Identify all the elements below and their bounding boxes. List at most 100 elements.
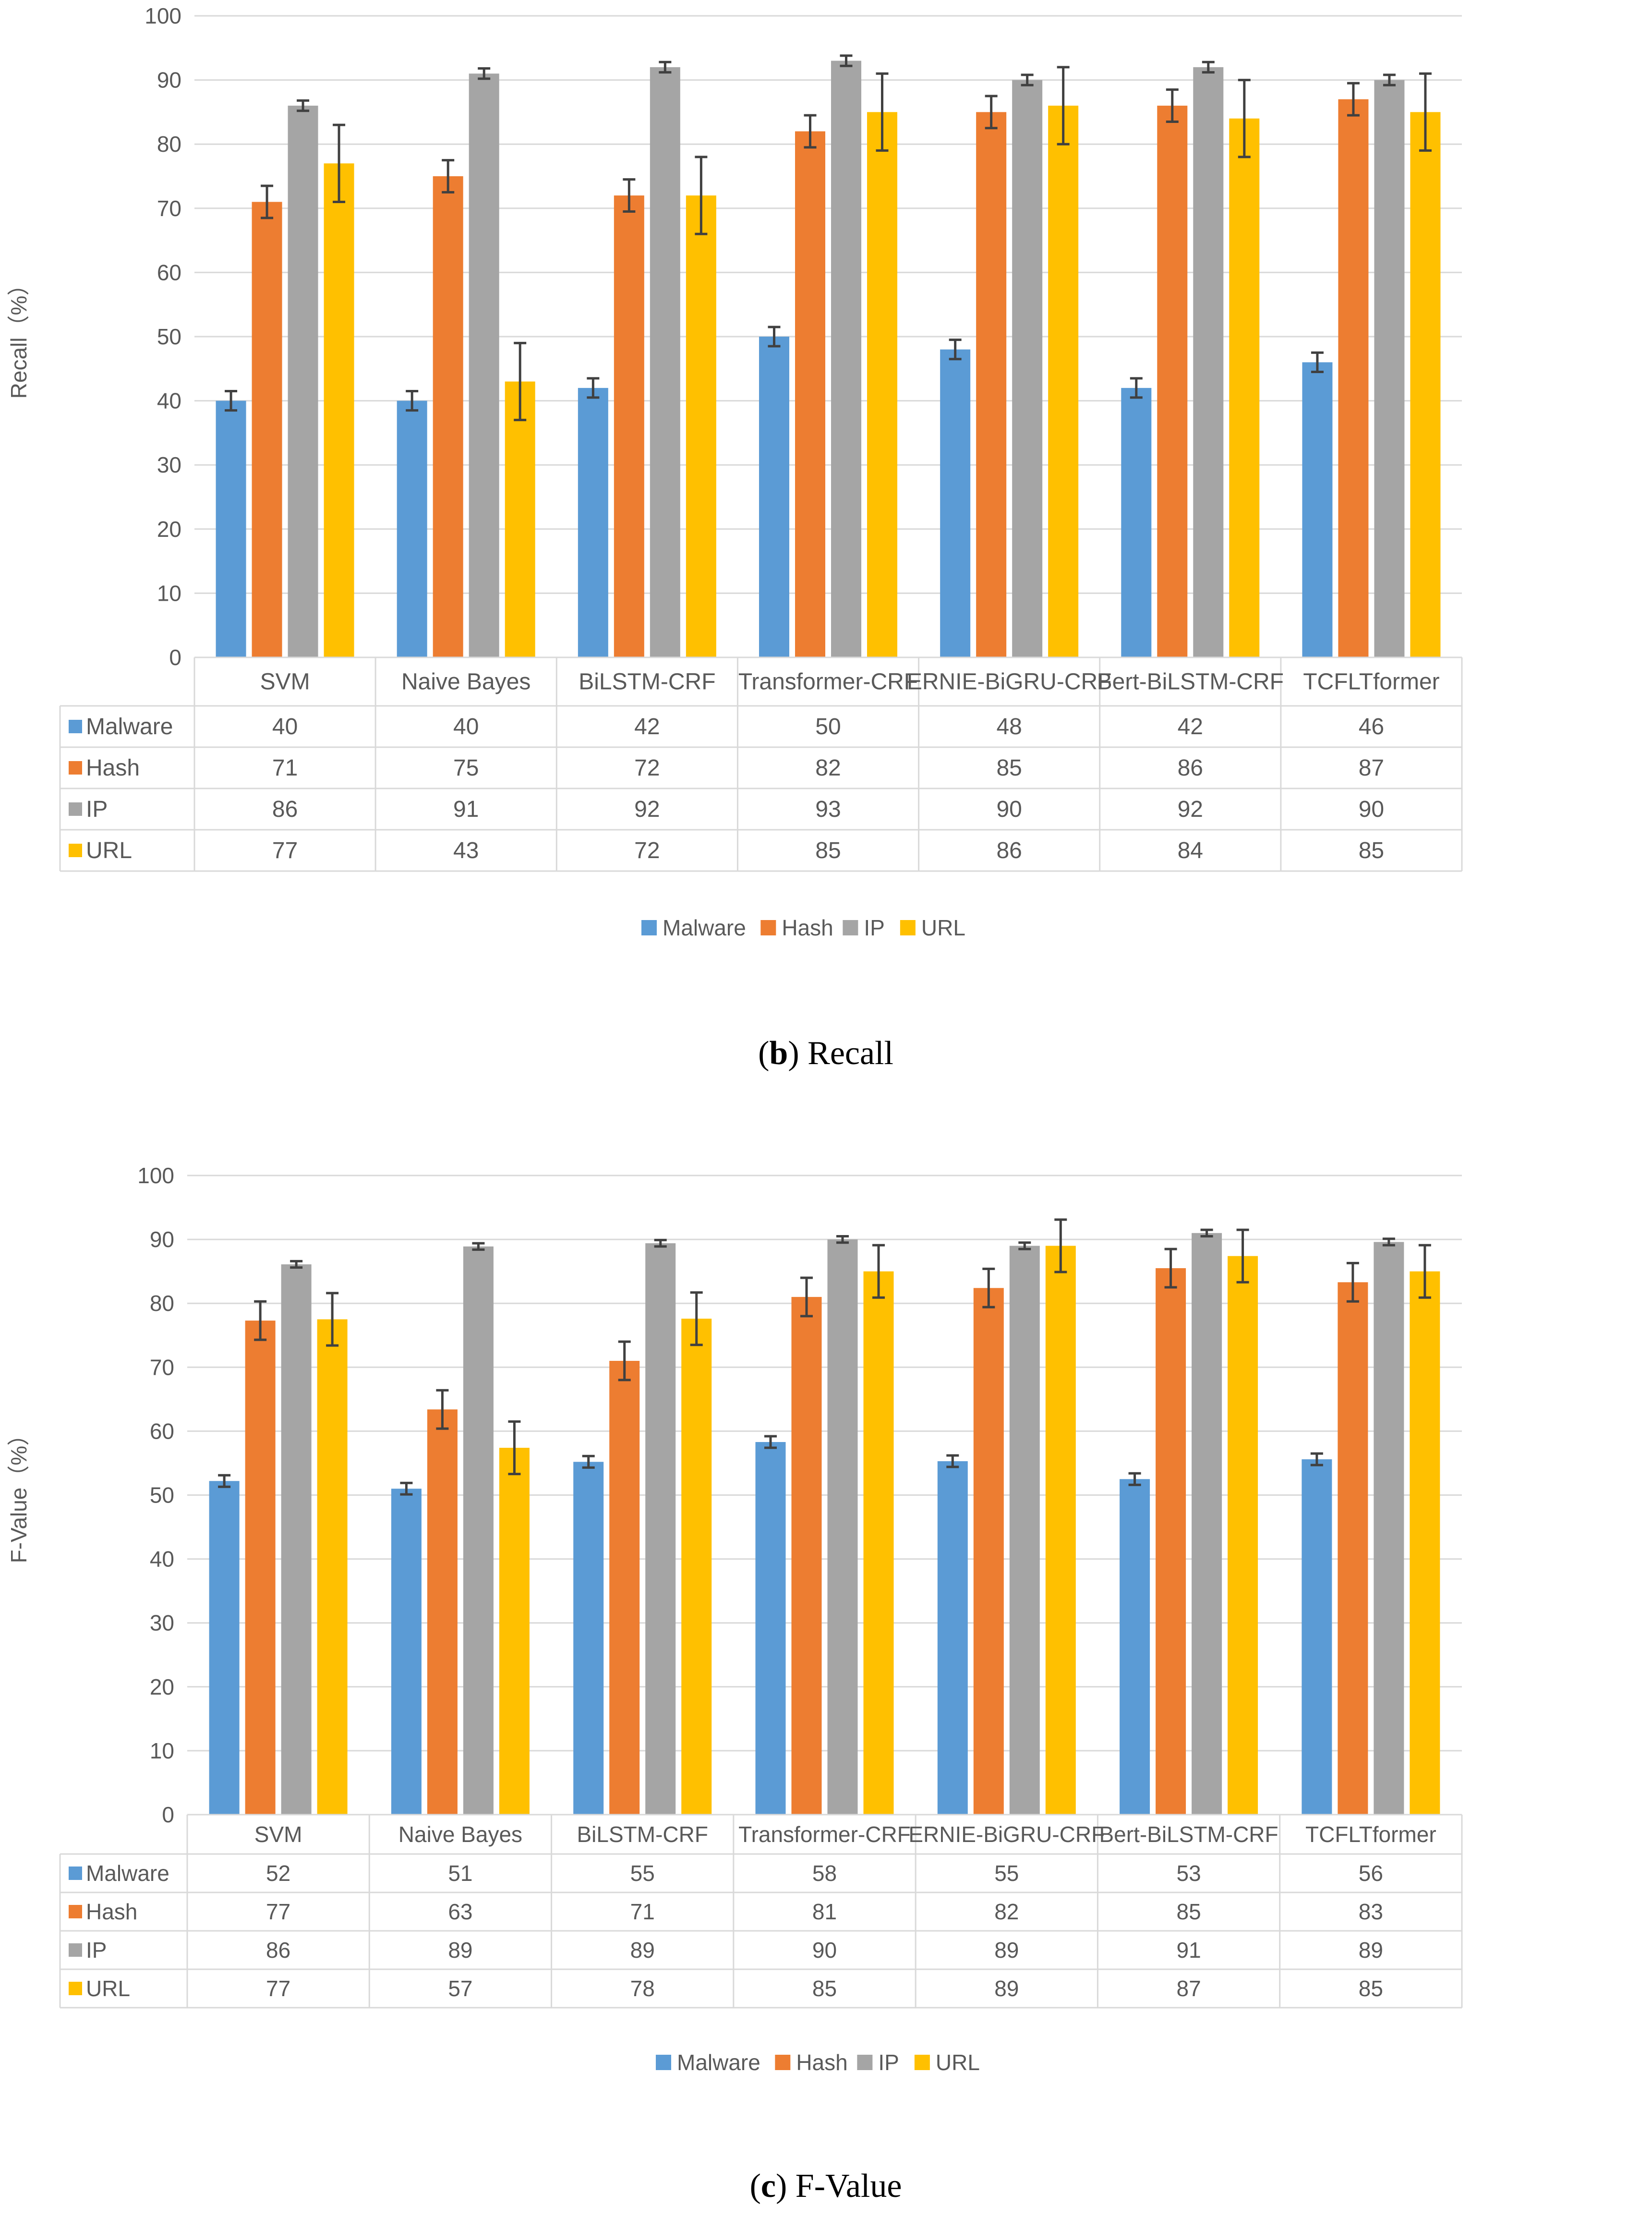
error-bar	[1346, 1261, 1359, 1303]
bar-malware	[1120, 1479, 1150, 1815]
error-bar	[946, 1454, 959, 1468]
data-label: 86	[266, 1938, 290, 1963]
bar-ip	[831, 61, 861, 657]
error-bar	[508, 1420, 521, 1476]
data-label: 91	[453, 797, 479, 822]
error-bar	[836, 1235, 849, 1244]
y-tick-label: 10	[150, 1738, 174, 1763]
bar-url	[324, 163, 354, 657]
error-bar	[254, 1300, 267, 1341]
bar-hash	[427, 1409, 458, 1815]
legend-swatch-malware	[656, 2055, 671, 2070]
error-bar	[333, 123, 346, 203]
error-bar	[985, 95, 998, 130]
y-tick-label: 90	[150, 1227, 174, 1252]
data-label: 46	[1359, 714, 1384, 739]
caption-text: ) Recall	[788, 1035, 893, 1072]
y-axis-label: F-Value（%）	[6, 1424, 31, 1564]
table-series-label: URL	[86, 1976, 130, 2001]
legend-swatch-ip	[857, 2055, 873, 2070]
bar-malware	[209, 1481, 240, 1815]
data-label: 86	[272, 797, 298, 822]
data-label: 58	[812, 1861, 837, 1886]
error-bar	[1238, 79, 1251, 158]
x-category-label: Naive Bayes	[398, 1822, 522, 1847]
caption-text: ) F-Value	[776, 2168, 902, 2205]
data-label: 85	[1359, 838, 1384, 863]
x-category-label: SVM	[260, 669, 310, 695]
caption-prefix: (	[750, 2168, 761, 2205]
data-label: 92	[634, 797, 660, 822]
error-bar	[876, 72, 889, 152]
error-bar	[1311, 351, 1324, 373]
bar-malware	[940, 349, 971, 657]
error-bar	[1383, 73, 1396, 86]
data-label: 71	[272, 755, 298, 781]
legend-swatch-url	[914, 2055, 930, 2070]
data-label: 89	[630, 1938, 655, 1963]
error-bar	[1418, 1244, 1431, 1299]
y-tick-label: 100	[145, 3, 181, 28]
error-bar	[1018, 1241, 1031, 1250]
error-bar	[1128, 1472, 1141, 1486]
table-legend-swatch	[69, 1905, 82, 1918]
error-bar	[1419, 72, 1432, 152]
legend-swatch-hash	[775, 2055, 791, 2070]
data-label: 77	[266, 1899, 290, 1924]
bar-ip	[288, 106, 318, 657]
error-bar	[225, 390, 238, 412]
error-bar	[982, 1267, 995, 1309]
y-tick-label: 70	[157, 196, 181, 221]
bar-url	[1228, 1256, 1258, 1815]
y-tick-label: 60	[157, 260, 181, 285]
error-bar	[804, 114, 817, 149]
data-label: 89	[448, 1938, 472, 1963]
bar-malware	[391, 1489, 422, 1815]
legend-swatch-hash	[760, 920, 776, 935]
error-bar	[1166, 88, 1179, 123]
x-category-label: Transformer-CRF	[738, 1822, 911, 1847]
table-series-label: Hash	[86, 755, 140, 781]
x-category-label: BiLSTM-CRF	[577, 1822, 708, 1847]
caption-panel-letter: b	[769, 1035, 788, 1072]
data-label: 85	[996, 755, 1022, 781]
bar-hash	[973, 1288, 1004, 1815]
bar-hash	[1338, 1282, 1368, 1815]
data-label: 55	[630, 1861, 655, 1886]
bar-ip	[281, 1264, 312, 1815]
legend-label: IP	[878, 2050, 899, 2075]
bar-ip	[1009, 1246, 1040, 1815]
error-bar	[442, 159, 455, 194]
bar-hash	[976, 112, 1007, 657]
data-label: 77	[266, 1976, 290, 2001]
data-label: 92	[1178, 797, 1203, 822]
error-bar	[764, 1435, 777, 1449]
data-table: SVM Naive Bayes BiLSTM-CRF Transformer-CRFE…	[59, 656, 1463, 872]
y-axis-label: Recall（%）	[6, 274, 31, 399]
data-label: 42	[634, 714, 660, 739]
x-category-label: ERNIE-BiGRU-CRF	[908, 1822, 1105, 1847]
bar-url	[1229, 118, 1260, 657]
y-tick-label: 50	[150, 1483, 174, 1508]
data-label: 86	[1178, 755, 1203, 781]
error-bar	[218, 1474, 231, 1488]
x-category-label: Naive Bayes	[401, 669, 531, 695]
legend-label: Hash	[796, 2050, 847, 2075]
y-tick-label: 30	[157, 452, 181, 477]
data-label: 85	[812, 1976, 837, 2001]
data-label: 43	[453, 838, 479, 863]
y-tick-label: 10	[157, 581, 181, 606]
data-label: 72	[634, 755, 660, 781]
error-bar	[800, 1276, 813, 1318]
error-bar	[840, 54, 853, 67]
error-bar	[654, 1238, 667, 1248]
bar-malware	[759, 337, 789, 657]
bar-ip	[1193, 67, 1224, 657]
y-tick-label: 20	[150, 1674, 174, 1699]
x-category-label: Bert-BiLSTM-CRF	[1099, 1822, 1278, 1847]
bar-url	[1045, 1246, 1076, 1815]
bar-malware	[755, 1442, 786, 1815]
bar-malware	[573, 1462, 604, 1815]
error-bar	[400, 1481, 413, 1496]
legend-swatch-malware	[641, 920, 657, 935]
